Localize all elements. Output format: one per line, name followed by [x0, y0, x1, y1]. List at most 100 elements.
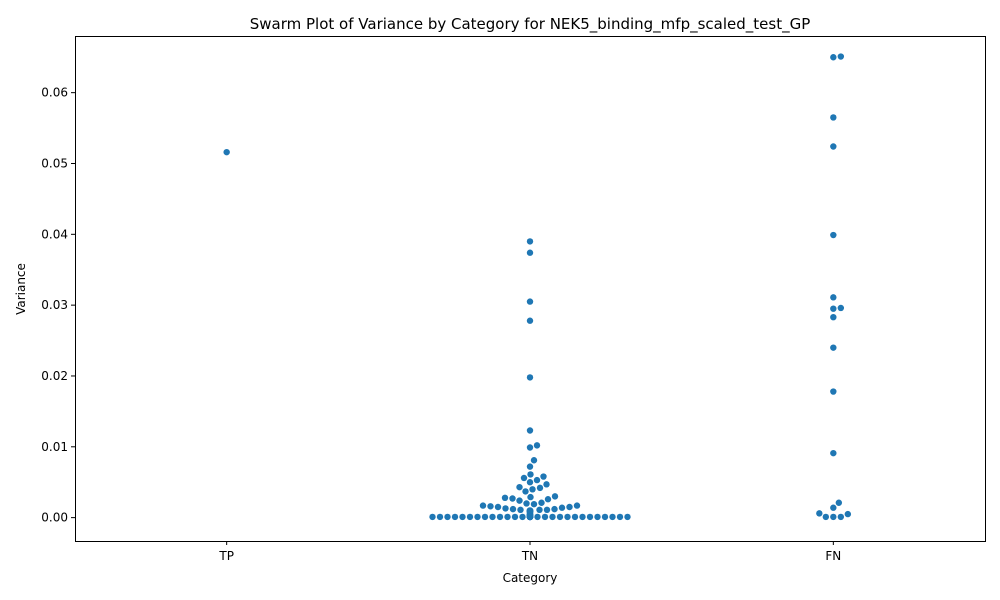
data-point-tn: [544, 496, 552, 503]
data-point-tn: [516, 497, 523, 504]
data-point-tn: [526, 238, 534, 245]
y-axis-label: Variance: [14, 263, 28, 315]
data-point-fn: [830, 449, 837, 457]
data-point-tn: [519, 513, 526, 521]
data-point-tn: [543, 481, 550, 488]
data-point-tn: [526, 479, 534, 486]
data-point-tn: [511, 513, 519, 521]
data-point-tn: [509, 505, 517, 513]
data-point-fn: [835, 499, 843, 506]
x-tick-label: TN: [521, 549, 538, 563]
data-point-tn: [573, 502, 581, 509]
data-point-tn: [487, 503, 494, 510]
data-point-tn: [429, 513, 436, 521]
data-point-fn: [830, 143, 837, 150]
data-point-tn: [520, 474, 528, 482]
x-axis: TP TN FN: [218, 541, 841, 563]
data-point-tn: [526, 249, 534, 256]
data-point-fn: [830, 305, 837, 312]
data-point-tn: [586, 513, 594, 521]
data-point-fn: [816, 510, 823, 517]
data-point-tn: [436, 513, 444, 521]
data-point-fn: [830, 513, 837, 521]
data-point-tn: [496, 513, 504, 521]
data-point-tn: [451, 513, 459, 521]
data-point-tn: [526, 317, 534, 324]
data-point-tn: [536, 484, 544, 492]
data-point-fn: [830, 388, 837, 395]
data-point-tn: [579, 513, 586, 521]
data-point-tn: [517, 506, 524, 514]
data-point-fn: [830, 231, 837, 239]
x-tick-label: TP: [218, 549, 234, 563]
data-point-tn: [504, 513, 511, 521]
data-point-tn: [551, 505, 558, 513]
data-point-fn: [830, 504, 837, 511]
data-point-tn: [444, 513, 451, 521]
data-point-tn: [527, 493, 534, 501]
data-point-tn: [530, 500, 538, 508]
y-tick-label: 0.06: [41, 86, 68, 100]
data-point-tn: [494, 503, 502, 511]
data-point-tn: [459, 513, 466, 521]
data-point-tn: [489, 513, 496, 521]
data-point-tn: [624, 513, 631, 521]
data-point-tn: [533, 476, 541, 484]
data-point-fn: [830, 313, 837, 321]
data-point-fn: [830, 54, 837, 61]
data-point-tn: [558, 504, 566, 511]
x-tick-label: FN: [825, 549, 841, 563]
data-points: [223, 53, 852, 521]
data-point-tn: [594, 513, 601, 521]
data-point-tn: [529, 486, 536, 493]
data-point-fn: [830, 344, 837, 351]
data-point-tn: [601, 513, 609, 521]
data-point-tn: [571, 513, 579, 521]
y-tick-label: 0.01: [41, 440, 68, 454]
data-point-tn: [549, 513, 556, 521]
data-point-tn: [540, 473, 547, 480]
data-point-tn: [474, 513, 481, 521]
data-point-tp: [223, 148, 230, 156]
data-point-tn: [522, 488, 529, 495]
data-point-tn: [523, 500, 530, 507]
data-point-tn: [502, 505, 509, 512]
data-point-tn: [481, 513, 489, 521]
x-axis-label: Category: [503, 571, 558, 585]
data-point-tn: [530, 457, 538, 464]
data-point-fn: [830, 294, 837, 301]
y-tick-label: 0.05: [41, 156, 68, 170]
data-point-fn: [837, 53, 845, 60]
y-tick-label: 0.00: [41, 511, 68, 525]
data-point-tn: [566, 503, 573, 511]
data-point-tn: [533, 442, 541, 449]
data-point-tn: [526, 298, 534, 305]
y-tick-label: 0.04: [41, 227, 68, 241]
y-axis: 0.00 0.01 0.02 0.03 0.04 0.05 0.06: [41, 86, 75, 525]
data-point-tn: [526, 507, 534, 514]
data-point-tn: [564, 513, 571, 521]
data-point-fn: [844, 510, 852, 518]
data-point-tn: [609, 513, 616, 521]
data-point-tn: [541, 513, 549, 521]
data-point-tn: [616, 513, 624, 521]
data-point-tn: [509, 495, 516, 502]
data-point-tn: [526, 444, 534, 451]
data-point-tn: [556, 513, 564, 521]
data-point-tn: [526, 463, 534, 470]
data-point-tn: [526, 427, 534, 434]
y-tick-label: 0.03: [41, 298, 68, 312]
data-point-fn: [837, 513, 845, 521]
data-point-tn: [526, 374, 534, 381]
chart-title: Swarm Plot of Variance by Category for N…: [250, 15, 811, 34]
data-point-tn: [501, 494, 509, 501]
data-point-tn: [527, 471, 534, 478]
data-point-fn: [837, 304, 845, 312]
data-point-tn: [551, 493, 559, 500]
data-point-tn: [516, 483, 523, 491]
y-tick-label: 0.02: [41, 369, 68, 383]
data-point-tn: [534, 513, 541, 521]
data-point-tn: [543, 506, 551, 514]
data-point-tn: [536, 506, 543, 514]
